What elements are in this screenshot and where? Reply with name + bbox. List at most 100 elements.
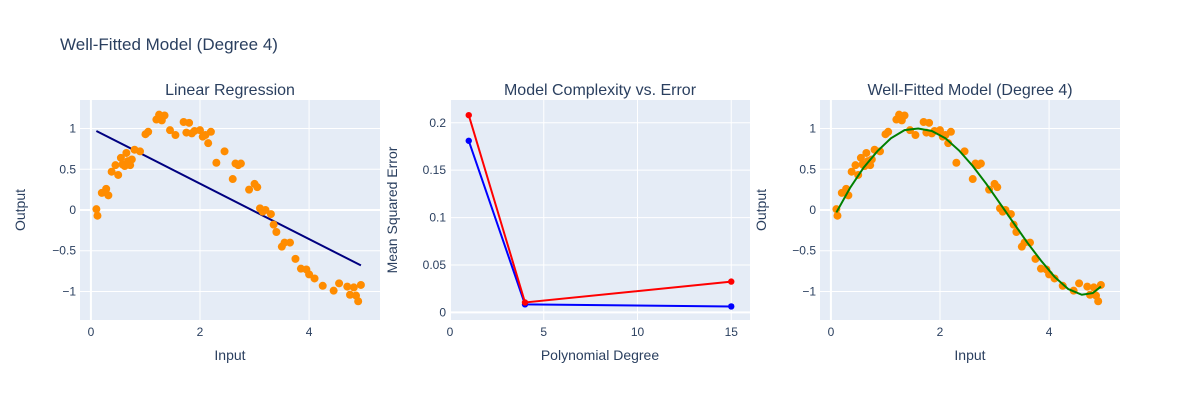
y-tick-label: 0.5 (59, 162, 76, 176)
subplot-linear-regression: 0 2 4 −1 −0.5 0 0.5 1 Linear Regression Input O… (12, 82, 380, 363)
data-point (92, 205, 101, 214)
data-point (196, 126, 204, 135)
data-point (245, 185, 254, 194)
y-axis-title-1: Output (12, 189, 28, 231)
data-point (144, 127, 153, 136)
subplot-title-2: Model Complexity vs. Error (504, 82, 697, 99)
x-axis-title-3: Input (954, 347, 985, 363)
x-tick-label: 2 (937, 325, 944, 339)
main-title: Well-Fitted Model (Degree 4) (60, 35, 278, 54)
data-point (171, 131, 180, 140)
data-point (968, 175, 977, 184)
data-point (1075, 279, 1084, 288)
data-point (310, 274, 319, 283)
y-tick-label: 1 (69, 122, 76, 136)
data-point (160, 111, 169, 120)
y-axis-title-3: Output (753, 189, 769, 231)
data-point (122, 148, 131, 157)
data-point (228, 175, 237, 184)
y-tick-label: 0.15 (423, 163, 447, 177)
data-point (127, 155, 136, 164)
x-tick-label: 4 (1046, 325, 1053, 339)
series-point (521, 299, 529, 306)
data-point (291, 254, 300, 263)
data-point (261, 206, 270, 214)
x-tick-label: 5 (540, 325, 547, 339)
x-tick-label: 0 (447, 325, 454, 339)
data-point (884, 127, 893, 136)
data-point (925, 118, 934, 127)
data-point (269, 220, 278, 229)
ticks-3: 0 2 4 −1 −0.5 0 0.5 1 (792, 122, 1052, 339)
data-point (856, 153, 865, 162)
ticks-2: 0 5 10 15 0 0.05 0.1 0.15 0.2 (423, 116, 739, 339)
data-point (946, 127, 955, 136)
data-point (862, 148, 871, 157)
y-tick-label: −1 (62, 284, 76, 298)
x-axis-title-2: Polynomial Degree (541, 347, 659, 363)
data-point (272, 228, 281, 236)
polynomial-fit-curve (835, 127, 1102, 296)
series-point (728, 278, 735, 285)
data-point (1050, 274, 1059, 283)
y-tick-label: −0.5 (52, 244, 76, 258)
data-point (851, 161, 860, 170)
x-tick-label: 0 (88, 325, 95, 339)
data-point (236, 159, 245, 168)
data-point (900, 111, 909, 120)
data-point (166, 126, 174, 135)
data-point (833, 211, 842, 220)
data-point (356, 280, 365, 289)
data-point (114, 170, 123, 179)
x-tick-label: 4 (306, 325, 313, 339)
data-point (116, 153, 125, 162)
data-point (1094, 297, 1103, 306)
data-point (346, 290, 354, 299)
y-tick-label: 0.05 (423, 258, 447, 272)
ticks-1: 0 2 4 −1 −0.5 0 0.5 1 (52, 122, 312, 339)
subplot-model-complexity: 0 5 10 15 0 0.05 0.1 0.15 0.2 Model Complexity v… (384, 82, 750, 363)
subplot-title-3: Well-Fitted Model (Degree 4) (867, 82, 1072, 99)
data-point (220, 147, 229, 156)
data-point (212, 158, 221, 167)
x-tick-label: 10 (631, 325, 645, 339)
series-point (465, 111, 472, 119)
series-point (728, 303, 735, 310)
y-tick-label: −1 (802, 284, 816, 298)
data-point (305, 270, 314, 279)
data-point (286, 238, 294, 247)
y-tick-label: 1 (809, 122, 816, 136)
data-point (993, 183, 1002, 192)
data-point (349, 283, 358, 292)
data-point (185, 118, 194, 127)
plot-area-2 (450, 100, 750, 320)
x-tick-label: 2 (197, 325, 204, 339)
grid-1 (80, 100, 380, 320)
data-point (976, 159, 985, 168)
data-point (204, 139, 213, 148)
data-point (104, 191, 113, 200)
data-point (1083, 282, 1092, 291)
y-tick-label: −0.5 (792, 244, 816, 258)
marks-2 (465, 111, 735, 310)
series-point (465, 137, 472, 144)
data-point (911, 131, 920, 140)
data-point (102, 184, 111, 193)
data-point (253, 183, 262, 192)
data-point (266, 210, 275, 219)
data-point (354, 297, 363, 306)
y-tick-label: 0 (439, 305, 446, 319)
data-point (944, 139, 953, 148)
y-tick-label: 0.5 (799, 162, 816, 176)
data-point (343, 282, 352, 291)
x-tick-label: 15 (725, 325, 739, 339)
grid-2 (449, 100, 750, 320)
data-point (318, 281, 327, 290)
data-point (206, 127, 215, 136)
marks-1 (92, 110, 365, 306)
y-tick-label: 0.2 (429, 116, 446, 130)
marks-3 (832, 110, 1105, 306)
subplot-title-1: Linear Regression (165, 82, 295, 99)
x-axis-title-1: Input (214, 347, 245, 363)
